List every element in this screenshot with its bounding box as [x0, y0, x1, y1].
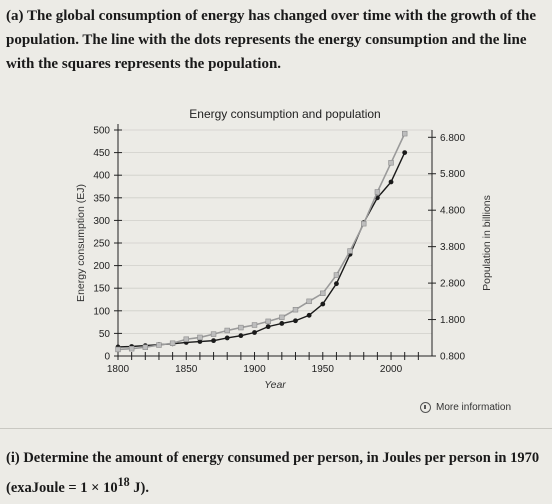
- population-data-point: [333, 272, 340, 278]
- question-body: The global consumption of energy has cha…: [6, 8, 537, 72]
- population-data-point: [238, 324, 244, 331]
- population-data-point: [292, 307, 299, 313]
- energy-data-point: [197, 339, 203, 344]
- population-data-point: [197, 334, 203, 341]
- energy-data-point: [402, 150, 408, 155]
- y-tick-label: 150: [93, 284, 110, 295]
- sub-question-exponent: 18: [117, 475, 130, 489]
- more-information-label: More information: [436, 402, 512, 413]
- y-tick-label: 50: [99, 329, 111, 340]
- population-data-point: [210, 331, 217, 337]
- x-tick-label: 1950: [312, 364, 335, 375]
- population-data-point: [401, 130, 408, 137]
- sub-question-text: Determine the amount of energy consumed …: [6, 450, 540, 496]
- energy-data-point: [306, 312, 312, 318]
- population-data-point: [306, 298, 312, 305]
- y2-tick-label: 2.800: [440, 279, 465, 290]
- sub-question-suffix: J).: [129, 479, 149, 496]
- population-data-point: [320, 290, 326, 297]
- series-line-dot: [117, 152, 406, 348]
- population-data-point: [265, 318, 271, 325]
- y2-tick-label: 5.800: [440, 169, 465, 180]
- population-data-point: [388, 160, 394, 166]
- y-tick-label: 400: [93, 171, 110, 182]
- sub-question: (i) Determine the amount of energy consu…: [6, 446, 546, 500]
- energy-data-point: [320, 301, 326, 307]
- population-data-point: [183, 336, 189, 342]
- question-text: (a) The global consumption of energy has…: [6, 4, 546, 76]
- y-tick-label: 100: [93, 306, 110, 317]
- y2-axis-label: Population in billions: [481, 195, 493, 291]
- energy-data-point: [265, 324, 271, 330]
- population-data-point: [361, 220, 367, 227]
- more-information-link[interactable]: More information: [420, 402, 511, 413]
- energy-data-point: [252, 330, 257, 335]
- population-data-point: [128, 346, 135, 352]
- x-tick-label: 2000: [380, 364, 403, 375]
- y2-tick-label: 4.800: [440, 206, 465, 217]
- population-data-point: [142, 344, 149, 350]
- population-data-point: [156, 342, 162, 348]
- sub-question-label: (i): [6, 450, 20, 466]
- population-data-point: [251, 322, 258, 328]
- y-tick-label: 500: [93, 126, 110, 137]
- x-tick-label: 1850: [175, 364, 198, 375]
- y-tick-label: 350: [93, 193, 110, 204]
- y2-tick-label: 0.800: [440, 352, 465, 363]
- population-data-point: [374, 189, 381, 195]
- y-tick-label: 0: [104, 352, 110, 363]
- energy-data-point: [238, 333, 244, 339]
- energy-data-point: [388, 179, 394, 185]
- population-data-point: [279, 314, 285, 321]
- population-data-point: [169, 340, 176, 346]
- population-data-point: [224, 327, 230, 334]
- energy-population-chart: Energy consumption and population 0 50 100 1…: [75, 107, 493, 391]
- y-tick-label: 200: [93, 261, 110, 272]
- y-tick-label: 450: [93, 148, 110, 159]
- divider: [0, 428, 552, 429]
- population-data-point: [347, 248, 353, 254]
- y2-tick-label: 3.800: [440, 242, 465, 253]
- energy-data-point: [293, 318, 298, 324]
- y2-tick-label: 6.800: [440, 133, 465, 144]
- energy-data-point: [279, 321, 285, 326]
- y-tick-label: 300: [93, 216, 110, 227]
- y-axis-label: Energy consumption (EJ): [75, 184, 87, 302]
- x-tick-label: 1800: [107, 364, 130, 375]
- energy-data-point: [334, 281, 339, 287]
- info-icon: [420, 402, 431, 413]
- x-axis-label: Year: [264, 379, 286, 391]
- energy-data-point: [224, 335, 230, 341]
- y2-tick-label: 1.800: [440, 315, 465, 326]
- x-tick-label: 1900: [243, 364, 266, 375]
- chart-title: Energy consumption and population: [189, 107, 380, 121]
- energy-data-point: [211, 338, 216, 344]
- y-tick-label: 250: [93, 239, 110, 250]
- chart-container: Energy consumption and population 0 50 100 1…: [0, 100, 552, 400]
- question-label: (a): [6, 8, 24, 24]
- series-line-square: [117, 133, 406, 351]
- population-data-point: [115, 346, 121, 353]
